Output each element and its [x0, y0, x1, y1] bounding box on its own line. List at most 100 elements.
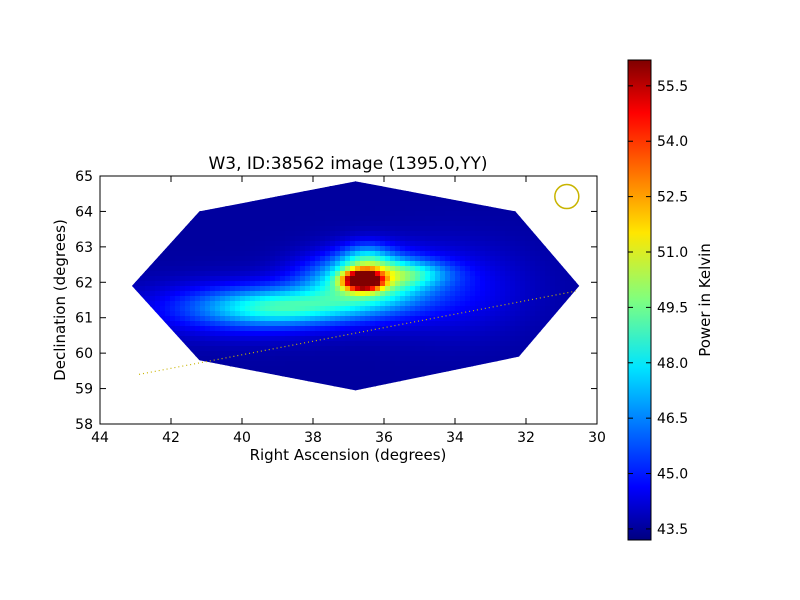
heatmap-cell [530, 361, 536, 367]
heatmap-cell [275, 226, 281, 232]
heatmap-cell [410, 246, 416, 252]
heatmap-cell [190, 411, 196, 417]
heatmap-cell [225, 296, 231, 302]
heatmap-cell [350, 406, 356, 412]
heatmap-cell [280, 416, 286, 422]
heatmap-cell [520, 306, 526, 312]
heatmap-cell [430, 406, 436, 412]
heatmap-cell [210, 311, 216, 317]
heatmap-cell [405, 326, 411, 332]
heatmap-cell [125, 386, 131, 392]
heatmap-cell [360, 271, 366, 277]
heatmap-cell [585, 371, 591, 377]
heatmap-cell [590, 406, 596, 412]
heatmap-cell [535, 236, 541, 242]
heatmap-cell [270, 351, 276, 357]
heatmap-cell [350, 271, 356, 277]
heatmap-cell [430, 211, 436, 217]
heatmap-cell [120, 251, 126, 257]
heatmap-cell [235, 371, 241, 377]
heatmap-cell [480, 186, 486, 192]
heatmap-cell [425, 186, 431, 192]
heatmap-cell [290, 226, 296, 232]
heatmap-cell [150, 281, 156, 287]
heatmap-cell [120, 291, 126, 297]
heatmap-cell [150, 416, 156, 422]
heatmap-cell [380, 261, 386, 267]
heatmap-cell [530, 276, 536, 282]
heatmap-cell [435, 206, 441, 212]
heatmap-cell [430, 386, 436, 391]
heatmap-cell [560, 316, 566, 322]
heatmap-cell [550, 366, 556, 372]
heatmap-cell [530, 301, 536, 307]
heatmap-cell [430, 226, 436, 232]
heatmap-cell [340, 206, 346, 212]
heatmap-cell [595, 236, 601, 242]
heatmap-cell [390, 261, 396, 267]
heatmap-cell [565, 286, 571, 292]
heatmap-cell [575, 276, 580, 282]
heatmap-cell [365, 291, 371, 297]
heatmap-cell [255, 266, 261, 272]
heatmap-cell [490, 271, 496, 277]
heatmap-cell [255, 261, 261, 267]
heatmap-cell [310, 346, 316, 352]
heatmap-cell [315, 196, 321, 202]
heatmap-cell [500, 306, 506, 312]
heatmap-cell [170, 291, 176, 297]
heatmap-cell [505, 191, 511, 197]
heatmap-cell [150, 211, 156, 217]
heatmap-cell [350, 401, 356, 407]
heatmap-cell [145, 331, 151, 337]
heatmap-cell [240, 236, 246, 242]
heatmap-cell [335, 361, 341, 367]
heatmap-cell [305, 416, 311, 422]
heatmap-cell [135, 406, 141, 412]
heatmap-cell [465, 311, 471, 317]
heatmap-cell [355, 296, 361, 302]
heatmap-cell [545, 316, 551, 322]
heatmap-cell [365, 271, 371, 277]
heatmap-cell [420, 181, 426, 182]
heatmap-cell [225, 316, 231, 322]
heatmap-cell [430, 276, 436, 282]
heatmap-cell [295, 386, 301, 391]
heatmap-cell [215, 286, 221, 292]
heatmap-cell [450, 196, 456, 202]
heatmap-cell [230, 236, 236, 242]
heatmap-cell [380, 336, 386, 342]
heatmap-cell [320, 306, 326, 312]
heatmap-cell [325, 216, 331, 222]
heatmap-cell [330, 261, 336, 267]
heatmap-cell [185, 371, 191, 377]
heatmap-cell [365, 196, 371, 202]
heatmap-cell [285, 311, 291, 317]
heatmap-cell [260, 386, 266, 391]
heatmap-cell [265, 401, 271, 407]
heatmap-cell [510, 416, 516, 422]
heatmap-cell [155, 316, 161, 322]
heatmap-cell [510, 241, 516, 247]
heatmap-cell [350, 321, 356, 327]
heatmap-cell [470, 191, 476, 197]
heatmap-cell [545, 211, 551, 217]
heatmap-cell [565, 276, 571, 282]
heatmap-cell [560, 226, 566, 232]
heatmap-cell [165, 361, 171, 367]
heatmap-cell [525, 236, 531, 242]
heatmap-cell [160, 411, 166, 417]
heatmap-cell [550, 401, 556, 407]
heatmap-cell [270, 316, 276, 322]
heatmap-cell [105, 241, 111, 247]
heatmap-cell [560, 296, 566, 302]
heatmap-cell [410, 356, 416, 362]
heatmap-cell [295, 356, 301, 362]
heatmap-cell [560, 266, 566, 272]
heatmap-cell [485, 186, 491, 192]
heatmap-cell [100, 391, 106, 397]
heatmap-cell [190, 221, 196, 227]
heatmap-cell [325, 311, 331, 317]
heatmap-cell [125, 301, 131, 307]
heatmap-cell [285, 346, 291, 352]
